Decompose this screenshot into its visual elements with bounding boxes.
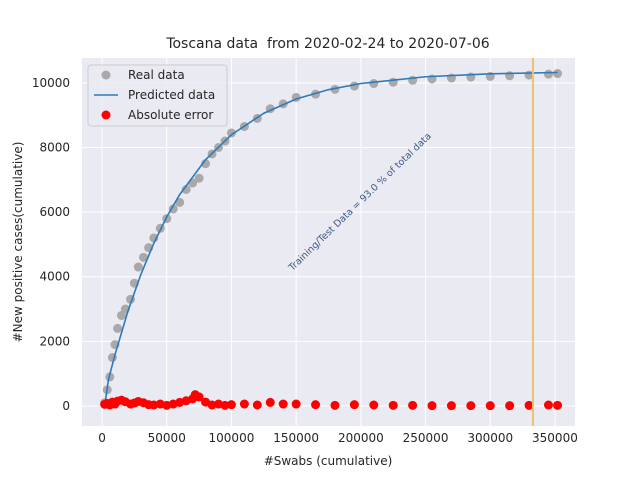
data-point (194, 392, 204, 402)
legend-label: Real data (128, 68, 185, 82)
data-point (291, 399, 301, 409)
legend-label: Absolute error (128, 108, 213, 122)
data-point (113, 323, 123, 333)
data-point (311, 400, 321, 410)
x-tick-label: 100000 (209, 431, 255, 445)
y-tick-label: 4000 (39, 270, 70, 284)
data-point (220, 400, 230, 410)
data-point (181, 184, 191, 194)
data-point (553, 400, 563, 410)
data-point (330, 84, 340, 94)
data-point (175, 197, 185, 207)
y-tick-label: 0 (62, 399, 70, 413)
y-tick-label: 10000 (32, 76, 70, 90)
x-tick-label: 50000 (148, 431, 186, 445)
legend-swatch (101, 110, 111, 120)
chart-title: Toscana data from 2020-02-24 to 2020-07-… (165, 36, 489, 52)
data-point (446, 401, 456, 411)
x-tick-label: 250000 (403, 431, 449, 445)
data-point (553, 69, 563, 79)
data-point (485, 401, 495, 411)
data-point (265, 397, 275, 407)
data-point (239, 399, 249, 409)
data-point (252, 400, 262, 410)
data-point (543, 69, 553, 79)
data-point (505, 401, 515, 411)
data-point (369, 400, 379, 410)
x-axis-label: #Swabs (cumulative) (264, 454, 393, 468)
data-point (466, 401, 476, 411)
data-point (226, 400, 236, 410)
legend-label: Predicted data (128, 88, 215, 102)
data-point (330, 400, 340, 410)
data-point (349, 400, 359, 410)
data-point (278, 399, 288, 409)
y-tick-label: 6000 (39, 205, 70, 219)
y-tick-label: 8000 (39, 140, 70, 154)
y-tick-label: 2000 (39, 334, 70, 348)
data-point (138, 252, 148, 262)
x-tick-label: 150000 (273, 431, 319, 445)
data-point (388, 400, 398, 410)
data-point (226, 128, 236, 138)
x-tick-label: 350000 (532, 431, 578, 445)
data-line (103, 71, 558, 407)
data-point (427, 401, 437, 411)
x-tick-label: 200000 (338, 431, 384, 445)
x-tick-label: 0 (98, 431, 106, 445)
data-point (369, 79, 379, 89)
data-point (543, 400, 553, 410)
y-axis-label: #New positive cases(cumulative) (11, 142, 25, 343)
x-tick-label: 300000 (467, 431, 513, 445)
data-point (194, 173, 204, 183)
data-point (133, 262, 143, 272)
legend-box (87, 64, 228, 127)
legend-swatch (101, 70, 111, 80)
data-point (524, 400, 534, 410)
data-point (408, 400, 418, 410)
data-point (116, 311, 126, 321)
